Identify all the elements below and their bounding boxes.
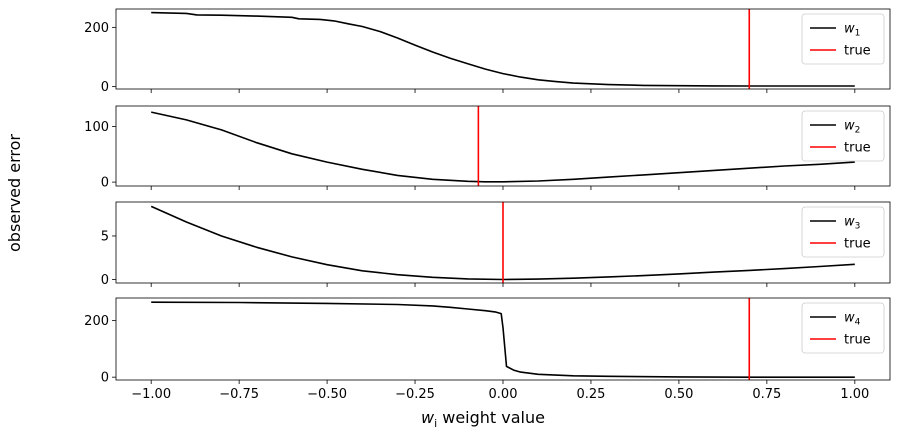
legend-label: true — [844, 141, 871, 156]
y-tick-label: 200 — [84, 314, 109, 329]
series-line-4-1 — [151, 301, 855, 379]
y-tick-label: 0 — [101, 80, 109, 95]
legend-label: true — [844, 237, 871, 252]
legend-frame — [801, 302, 885, 354]
legend: w4 true — [801, 302, 885, 354]
series-line-2-1 — [151, 111, 855, 183]
legend-label: true — [844, 44, 871, 59]
legend-label: w3 — [844, 215, 860, 232]
x-tick-label: 0.00 — [489, 387, 518, 402]
x-tick-label: 0.75 — [752, 387, 781, 402]
x-tick-label: 1.00 — [840, 387, 869, 402]
x-tick-label: −1.00 — [131, 387, 171, 402]
x-tick-label: 0.25 — [576, 387, 605, 402]
subplot-4: 0 200 −1.00 −0.75 −0.50 −0.25 0.00 0.25 0.50 0.75… — [84, 297, 891, 402]
y-tick-label: 5 — [101, 229, 109, 244]
legend: w2 true — [801, 110, 885, 162]
x-tick-label: 0.50 — [664, 387, 693, 402]
legend-frame — [801, 206, 885, 258]
legend: w1 true — [801, 13, 885, 65]
x-tick-label: −0.50 — [307, 387, 347, 402]
subplot-3: 0 5 w3 true — [101, 201, 891, 288]
y-tick-label: 0 — [101, 371, 109, 386]
legend-label: true — [844, 333, 871, 348]
legend-frame — [801, 13, 885, 65]
legend-label: w4 — [844, 311, 861, 328]
subplot-2: 0 100 w2 true — [84, 105, 891, 191]
y-tick-label: 0 — [101, 273, 109, 288]
legend-label: w2 — [844, 119, 860, 136]
axes-frame — [115, 297, 891, 381]
legend-frame — [801, 110, 885, 162]
subplot-1: 0 200 w1 true — [84, 8, 891, 95]
legend-label: w1 — [844, 22, 860, 39]
x-tick-label: −0.75 — [219, 387, 259, 402]
axes-frame — [115, 105, 891, 187]
legend: w3 true — [801, 206, 885, 258]
y-tick-label: 0 — [101, 176, 109, 191]
series-line-1-1 — [151, 11, 855, 87]
axes-frame — [115, 8, 891, 90]
y-tick-label: 100 — [84, 120, 109, 135]
x-axis-title: wi weight value — [421, 408, 545, 430]
y-axis-title: observed error — [5, 134, 24, 252]
y-tick-label: 200 — [84, 21, 109, 36]
x-tick-label: −0.25 — [395, 387, 435, 402]
